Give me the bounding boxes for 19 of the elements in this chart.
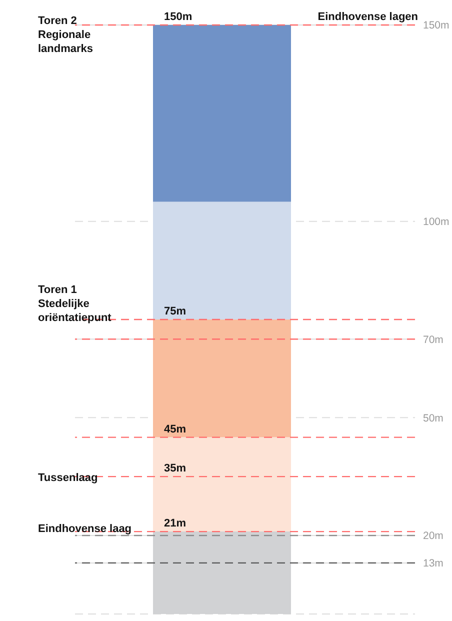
bar: [153, 437, 291, 532]
y-tick-label: 20m: [423, 530, 444, 542]
ref-line-label: 21m: [164, 518, 186, 530]
ref-line-label: 45m: [164, 423, 186, 436]
ref-line-label: 150m: [164, 11, 192, 23]
ref-line-label: 35m: [164, 462, 186, 475]
y-tick-label: 150m: [423, 20, 450, 32]
bar: [153, 202, 291, 320]
annotation: Toren 1 Stedelijke oriëntatiepunt: [38, 284, 112, 324]
annotation: Tussenlaag: [38, 472, 98, 484]
y-tick-label: 70m: [423, 334, 444, 346]
bar: [153, 25, 291, 202]
bar: [153, 320, 291, 438]
chart-title: Eindhovense lagen: [318, 11, 418, 23]
y-tick-label: 100m: [423, 216, 450, 228]
y-tick-label: 50m: [423, 412, 444, 424]
annotation: Toren 2 Regionale landmarks: [38, 15, 94, 55]
y-tick-label: 13m: [423, 558, 444, 570]
ref-line-label: 75m: [164, 306, 186, 318]
